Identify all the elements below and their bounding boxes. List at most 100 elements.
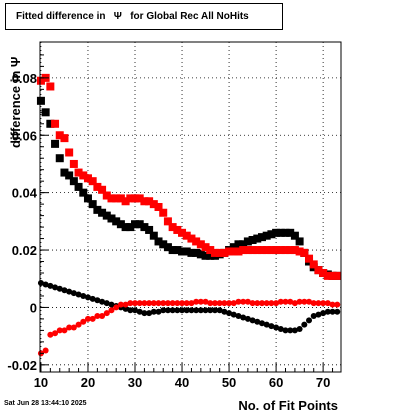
data-point: [225, 247, 234, 256]
data-point: [140, 197, 149, 206]
data-point: [263, 300, 270, 307]
data-point: [253, 234, 262, 243]
data-point: [295, 237, 304, 246]
data-point: [249, 300, 256, 307]
data-point: [98, 185, 107, 194]
data-point: [272, 246, 281, 255]
data-point: [320, 310, 327, 317]
data-point: [277, 325, 284, 332]
data-point: [282, 327, 289, 334]
data-point: [324, 308, 331, 315]
timestamp: Sat Jun 28 13:44:10 2025: [4, 400, 87, 407]
data-point: [93, 182, 102, 191]
series-3: [37, 280, 341, 334]
chart-title: Fitted difference in Ψ for Global Rec Al…: [16, 11, 249, 22]
data-point: [286, 246, 295, 255]
data-point: [84, 315, 91, 322]
data-point: [127, 300, 134, 307]
data-point: [103, 300, 110, 307]
data-point: [306, 298, 313, 305]
data-point: [239, 240, 248, 249]
data-point: [187, 248, 196, 257]
data-point: [102, 211, 111, 220]
data-point: [141, 310, 148, 317]
data-point: [267, 246, 276, 255]
data-point: [46, 119, 55, 128]
data-point: [296, 325, 303, 332]
data-point: [107, 214, 116, 223]
x-axis-label: No. of Fit Points: [238, 398, 338, 413]
data-point: [254, 300, 261, 307]
x-tick-label: 70: [316, 375, 330, 390]
data-point: [267, 230, 276, 239]
data-point: [211, 300, 218, 307]
data-point: [306, 317, 313, 324]
data-point: [155, 308, 162, 315]
data-point: [74, 182, 83, 191]
data-point: [117, 301, 124, 308]
data-point: [201, 243, 210, 252]
data-point: [126, 194, 135, 203]
data-point: [145, 197, 154, 206]
data-point: [121, 223, 130, 232]
data-point: [75, 291, 82, 298]
data-point: [287, 327, 294, 334]
data-point: [215, 248, 224, 257]
data-point: [234, 240, 243, 249]
data-point: [178, 228, 187, 237]
data-point: [187, 234, 196, 243]
data-point: [210, 248, 219, 257]
data-point: [258, 300, 265, 307]
data-point: [122, 305, 129, 312]
data-point: [314, 266, 323, 275]
x-tick-label: 40: [175, 375, 189, 390]
data-point: [248, 236, 257, 244]
data-point: [70, 324, 77, 331]
data-point: [159, 208, 168, 217]
data-point: [221, 308, 228, 315]
data-point: [136, 308, 143, 315]
data-point: [60, 168, 69, 177]
data-point: [183, 300, 190, 307]
x-tick-label: 60: [269, 375, 283, 390]
data-point: [121, 197, 130, 206]
data-point: [168, 246, 177, 255]
data-point: [244, 298, 251, 305]
data-point: [65, 148, 74, 157]
data-point: [107, 194, 116, 203]
data-point: [80, 292, 87, 299]
y-tick-label: 0: [30, 300, 37, 315]
data-point: [273, 300, 280, 307]
data-point: [248, 246, 257, 255]
data-point: [132, 307, 139, 314]
data-point: [51, 119, 60, 128]
data-point: [47, 282, 54, 289]
data-point: [262, 231, 271, 240]
data-point: [193, 307, 200, 314]
plot-frame: [39, 41, 342, 373]
data-point: [263, 321, 270, 328]
data-point: [88, 200, 97, 209]
data-point: [127, 307, 134, 314]
data-point: [196, 240, 205, 249]
data-point: [290, 231, 299, 240]
data-point: [88, 177, 97, 186]
data-point: [174, 307, 181, 314]
data-point: [108, 301, 115, 308]
data-point: [89, 295, 96, 302]
data-point: [154, 203, 163, 211]
series-4: [37, 298, 341, 357]
data-point: [116, 220, 125, 229]
data-point: [234, 247, 243, 256]
data-point: [188, 300, 195, 307]
data-point: [169, 300, 176, 307]
data-point: [216, 300, 223, 307]
data-point: [300, 248, 309, 257]
data-point: [46, 82, 55, 91]
title-box: Fitted difference in Ψ for Global Rec Al…: [5, 3, 283, 30]
data-point: [122, 301, 129, 308]
data-point: [221, 300, 228, 307]
data-point: [47, 331, 54, 338]
data-point: [89, 315, 96, 322]
